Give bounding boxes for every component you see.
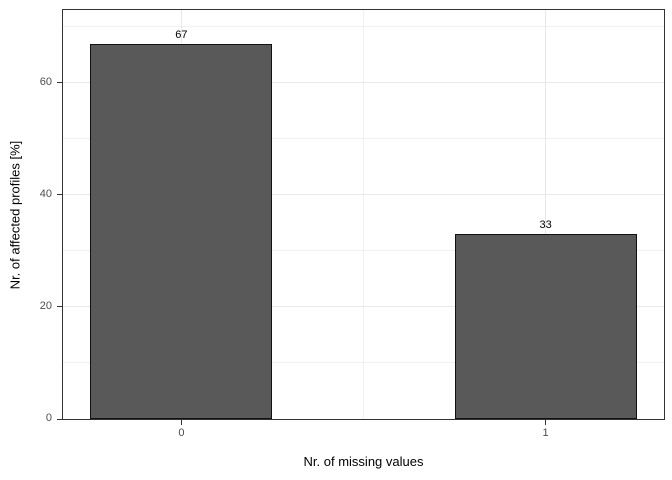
plot-panel: 67 33 (62, 9, 665, 420)
bar-value-label: 33 (539, 219, 552, 232)
gridline-x-major (545, 10, 547, 419)
bar (454, 234, 637, 419)
gridline-x-minor (363, 10, 364, 419)
gridline-y-major (63, 306, 664, 308)
gridline-y-major (63, 194, 664, 196)
y-axis-title: Nr. of affected profiles [%] (7, 140, 23, 290)
x-axis-tick (545, 420, 547, 425)
gridline-y-major (63, 418, 664, 419)
bar-value-label: 67 (175, 28, 188, 41)
x-axis-tick (180, 420, 182, 425)
x-axis-title: Nr. of missing values (303, 454, 424, 469)
bar (90, 43, 273, 419)
x-axis-tick-label: 0 (178, 427, 185, 439)
gridline-y-major (63, 82, 664, 84)
x-axis-tick-label: 1 (542, 427, 549, 439)
